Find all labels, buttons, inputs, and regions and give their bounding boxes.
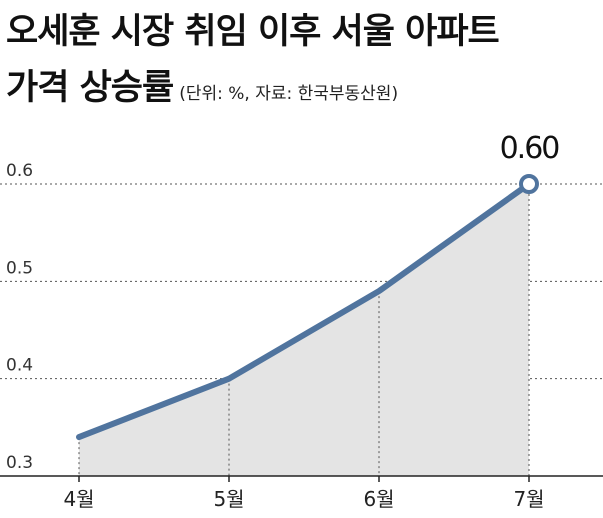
data-marker-3 [519, 174, 539, 194]
x-tick-label-2: 6월 [363, 487, 394, 511]
y-tick-label-2: 0.5 [6, 258, 33, 278]
category-vertical-lines [78, 184, 530, 476]
x-axis-ticks [78, 476, 530, 482]
x-axis-tick-labels: 4월 5월 6월 7월 [63, 487, 544, 511]
y-tick-label-0: 0.3 [6, 453, 33, 473]
data-labels: 0.60 [500, 131, 562, 166]
y-axis-tick-labels: 0.3 0.4 0.5 0.6 [6, 161, 33, 473]
chart-subtitle: (단위: %, 자료: 한국부동산원) [179, 84, 399, 104]
data-markers [519, 174, 539, 194]
y-tick-label-3: 0.6 [6, 161, 33, 181]
chart-title-line1: 오세훈 시장 취임 이후 서울 아파트 [6, 12, 500, 52]
chart-title: 오세훈 시장 취임 이후 서울 아파트 [6, 10, 500, 54]
x-tick-label-1: 5월 [213, 487, 244, 511]
x-tick-label-3: 7월 [513, 487, 544, 511]
chart-title-second-line: 가격 상승률 (단위: %, 자료: 한국부동산원) [6, 66, 398, 116]
series-line-group [76, 181, 532, 441]
x-tick-label-0: 4월 [63, 487, 94, 511]
series-line [76, 181, 532, 441]
area-fill [79, 184, 529, 476]
data-label-3: 0.60 [500, 131, 560, 166]
y-tick-label-1: 0.4 [6, 356, 33, 376]
chart-title-line2: 가격 상승률 [6, 68, 174, 108]
